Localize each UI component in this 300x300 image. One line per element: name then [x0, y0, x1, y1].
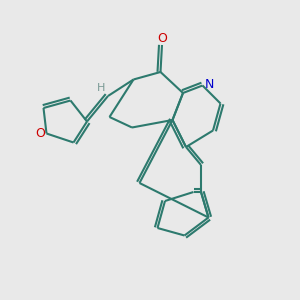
- Text: N: N: [204, 77, 214, 91]
- Text: H: H: [97, 82, 106, 93]
- Text: O: O: [157, 32, 167, 46]
- Text: O: O: [35, 127, 45, 140]
